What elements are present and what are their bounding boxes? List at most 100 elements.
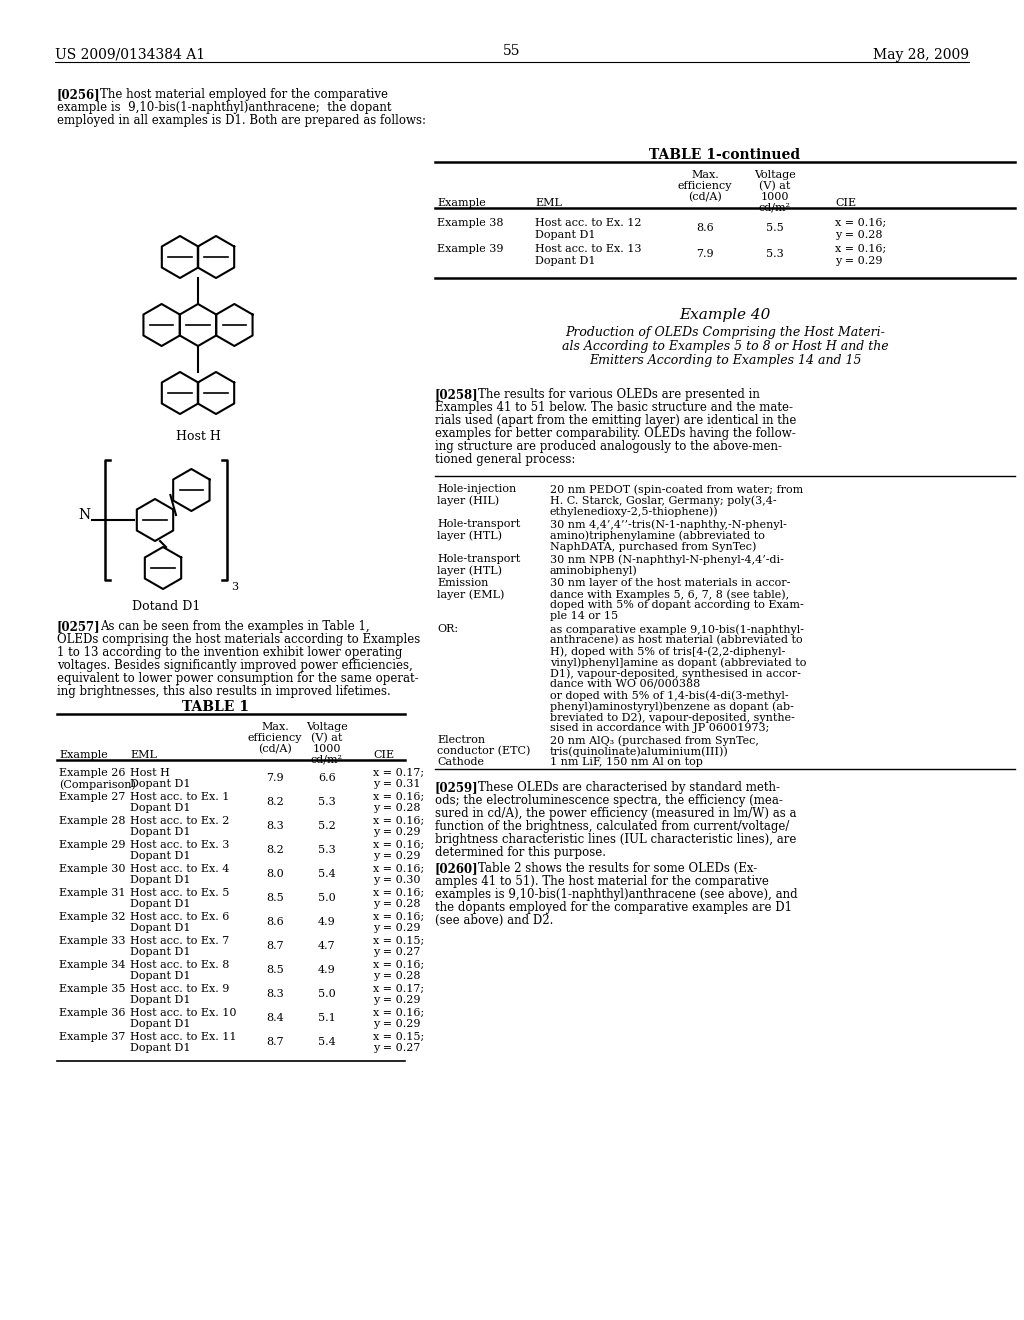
Text: 7.9: 7.9	[696, 249, 714, 259]
Text: 8.0: 8.0	[266, 869, 284, 879]
Text: Dopant D1: Dopant D1	[130, 946, 190, 957]
Text: 5.4: 5.4	[318, 869, 336, 879]
Text: OLEDs comprising the host materials according to Examples: OLEDs comprising the host materials acco…	[57, 634, 420, 645]
Text: Table 2 shows the results for some OLEDs (Ex-: Table 2 shows the results for some OLEDs…	[478, 862, 758, 875]
Text: [0260]: [0260]	[435, 862, 478, 875]
Text: [0259]: [0259]	[435, 781, 478, 795]
Text: The results for various OLEDs are presented in: The results for various OLEDs are presen…	[478, 388, 760, 401]
Text: Dopant D1: Dopant D1	[130, 899, 190, 909]
Text: TABLE 1: TABLE 1	[181, 700, 249, 714]
Text: 8.3: 8.3	[266, 989, 284, 999]
Text: Host acc. to Ex. 13: Host acc. to Ex. 13	[535, 244, 641, 253]
Text: 4.9: 4.9	[318, 965, 336, 975]
Text: (Comparison): (Comparison)	[59, 779, 136, 789]
Text: 5.3: 5.3	[318, 797, 336, 807]
Text: 30 nm NPB (N-naphthyl-N-phenyl-4,4’-di-: 30 nm NPB (N-naphthyl-N-phenyl-4,4’-di-	[550, 554, 784, 565]
Text: anthracene) as host material (abbreviated to: anthracene) as host material (abbreviate…	[550, 635, 803, 645]
Text: 30 nm layer of the host materials in accor-: 30 nm layer of the host materials in acc…	[550, 578, 791, 587]
Text: Host acc. to Ex. 4: Host acc. to Ex. 4	[130, 865, 229, 874]
Text: [0258]: [0258]	[435, 388, 478, 401]
Text: 1000: 1000	[761, 191, 790, 202]
Text: Host acc. to Ex. 7: Host acc. to Ex. 7	[130, 936, 229, 946]
Text: Host acc. to Ex. 1: Host acc. to Ex. 1	[130, 792, 229, 803]
Text: als According to Examples 5 to 8 or Host H and the: als According to Examples 5 to 8 or Host…	[562, 341, 888, 352]
Text: y = 0.28: y = 0.28	[835, 230, 883, 240]
Text: 8.4: 8.4	[266, 1012, 284, 1023]
Text: x = 0.16;: x = 0.16;	[373, 960, 424, 970]
Text: amino)triphenylamine (abbreviated to: amino)triphenylamine (abbreviated to	[550, 531, 765, 541]
Text: Host acc. to Ex. 6: Host acc. to Ex. 6	[130, 912, 229, 921]
Text: rials used (apart from the emitting layer) are identical in the: rials used (apart from the emitting laye…	[435, 414, 797, 426]
Text: These OLEDs are characterised by standard meth-: These OLEDs are characterised by standar…	[478, 781, 780, 795]
Text: x = 0.16;: x = 0.16;	[835, 244, 886, 253]
Text: 4.7: 4.7	[318, 941, 336, 950]
Text: Host acc. to Ex. 11: Host acc. to Ex. 11	[130, 1032, 237, 1041]
Text: ethylenedioxy-2,5-thiophene)): ethylenedioxy-2,5-thiophene))	[550, 506, 719, 516]
Text: x = 0.16;: x = 0.16;	[373, 792, 424, 803]
Text: Host acc. to Ex. 3: Host acc. to Ex. 3	[130, 840, 229, 850]
Text: x = 0.16;: x = 0.16;	[373, 865, 424, 874]
Text: [0256]: [0256]	[57, 88, 100, 102]
Text: May 28, 2009: May 28, 2009	[873, 48, 969, 62]
Text: 8.2: 8.2	[266, 845, 284, 855]
Text: Host H: Host H	[130, 768, 170, 777]
Text: x = 0.16;: x = 0.16;	[373, 1008, 424, 1018]
Text: N: N	[78, 508, 90, 521]
Text: EML: EML	[130, 750, 157, 760]
Text: The host material employed for the comparative: The host material employed for the compa…	[100, 88, 388, 102]
Text: 8.7: 8.7	[266, 941, 284, 950]
Text: sured in cd/A), the power efficiency (measured in lm/W) as a: sured in cd/A), the power efficiency (me…	[435, 807, 797, 820]
Text: Dopant D1: Dopant D1	[130, 779, 190, 789]
Text: Cathode: Cathode	[437, 756, 484, 767]
Text: cd/m²: cd/m²	[311, 755, 343, 766]
Text: Dopant D1: Dopant D1	[130, 828, 190, 837]
Text: Example 33: Example 33	[59, 936, 126, 946]
Text: y = 0.29: y = 0.29	[835, 256, 883, 267]
Text: dance with WO 06/000388: dance with WO 06/000388	[550, 678, 700, 689]
Text: cd/m²: cd/m²	[759, 203, 792, 213]
Text: ods; the electroluminescence spectra, the efficiency (mea-: ods; the electroluminescence spectra, th…	[435, 795, 783, 807]
Text: Dotand D1: Dotand D1	[132, 601, 201, 612]
Text: Example 32: Example 32	[59, 912, 126, 921]
Text: Max.: Max.	[691, 170, 719, 180]
Text: Host acc. to Ex. 12: Host acc. to Ex. 12	[535, 218, 641, 228]
Text: layer (HTL): layer (HTL)	[437, 531, 502, 541]
Text: y = 0.27: y = 0.27	[373, 946, 421, 957]
Text: y = 0.29: y = 0.29	[373, 923, 421, 933]
Text: efficiency: efficiency	[678, 181, 732, 191]
Text: 8.7: 8.7	[266, 1038, 284, 1047]
Text: Examples 41 to 51 below. The basic structure and the mate-: Examples 41 to 51 below. The basic struc…	[435, 401, 793, 414]
Text: H. C. Starck, Goslar, Germany; poly(3,4-: H. C. Starck, Goslar, Germany; poly(3,4-	[550, 495, 776, 506]
Text: conductor (ETC): conductor (ETC)	[437, 746, 530, 756]
Text: x = 0.16;: x = 0.16;	[373, 912, 424, 921]
Text: Dopant D1: Dopant D1	[130, 1019, 190, 1030]
Text: y = 0.29: y = 0.29	[373, 851, 421, 861]
Text: the dopants employed for the comparative examples are D1: the dopants employed for the comparative…	[435, 902, 792, 913]
Text: 1000: 1000	[312, 744, 341, 754]
Text: Example 40: Example 40	[679, 308, 771, 322]
Text: (see above) and D2.: (see above) and D2.	[435, 913, 553, 927]
Text: tioned general process:: tioned general process:	[435, 453, 575, 466]
Text: 20 nm AlQ₃ (purchased from SynTec,: 20 nm AlQ₃ (purchased from SynTec,	[550, 735, 759, 746]
Text: examples for better comparability. OLEDs having the follow-: examples for better comparability. OLEDs…	[435, 426, 796, 440]
Text: Host acc. to Ex. 9: Host acc. to Ex. 9	[130, 983, 229, 994]
Text: [0257]: [0257]	[57, 620, 100, 634]
Text: layer (HIL): layer (HIL)	[437, 495, 499, 506]
Text: ing brightnesses, this also results in improved lifetimes.: ing brightnesses, this also results in i…	[57, 685, 391, 698]
Text: determined for this purpose.: determined for this purpose.	[435, 846, 606, 859]
Text: y = 0.29: y = 0.29	[373, 995, 421, 1005]
Text: 5.5: 5.5	[766, 223, 784, 234]
Text: Example 30: Example 30	[59, 865, 126, 874]
Text: sised in accordance with JP 06001973;: sised in accordance with JP 06001973;	[550, 723, 769, 733]
Text: D1), vapour-deposited, synthesised in accor-: D1), vapour-deposited, synthesised in ac…	[550, 668, 801, 678]
Text: 1 nm LiF, 150 nm Al on top: 1 nm LiF, 150 nm Al on top	[550, 756, 702, 767]
Text: vinyl)phenyl]amine as dopant (abbreviated to: vinyl)phenyl]amine as dopant (abbreviate…	[550, 657, 806, 668]
Text: 8.6: 8.6	[696, 223, 714, 234]
Text: EML: EML	[535, 198, 562, 209]
Text: 5.3: 5.3	[766, 249, 784, 259]
Text: x = 0.16;: x = 0.16;	[835, 218, 886, 228]
Text: Dopant D1: Dopant D1	[535, 256, 596, 267]
Text: x = 0.16;: x = 0.16;	[373, 816, 424, 826]
Text: 20 nm PEDOT (spin-coated from water; from: 20 nm PEDOT (spin-coated from water; fro…	[550, 484, 803, 495]
Text: Example: Example	[59, 750, 108, 760]
